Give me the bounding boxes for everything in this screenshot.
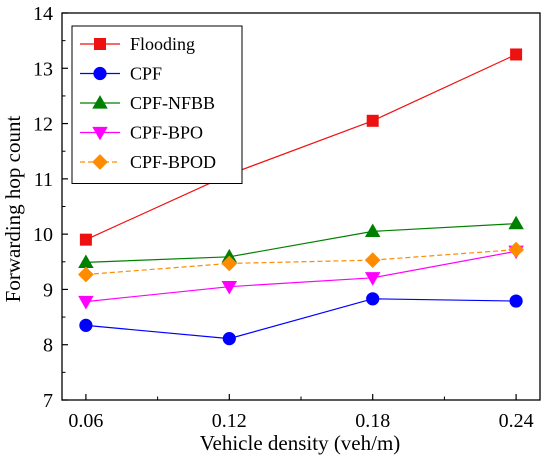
circle-marker (222, 332, 236, 346)
y-tick-label: 14 (33, 3, 53, 25)
legend-item: Flooding (80, 34, 195, 54)
square-marker (366, 114, 379, 127)
square-marker (79, 233, 92, 246)
x-tick-label: 0.12 (212, 410, 247, 432)
triangle-up-marker (78, 254, 94, 268)
triangle-down-marker (221, 281, 238, 295)
x-tick-label: 0.18 (355, 410, 390, 432)
diamond-marker (364, 252, 381, 268)
y-tick-label: 9 (43, 279, 53, 301)
triangle-down-marker (92, 126, 108, 141)
y-tick-label: 10 (33, 224, 53, 246)
x-axis-title: Vehicle density (veh/m) (200, 431, 401, 455)
circle-marker (366, 292, 380, 306)
legend-label: Flooding (130, 34, 195, 54)
square-marker (510, 48, 523, 61)
diamond-marker (508, 241, 524, 258)
series-line (85, 250, 517, 303)
square-marker (94, 38, 106, 50)
circle-marker (93, 66, 107, 81)
circle-marker (509, 294, 523, 308)
series-line (85, 298, 517, 340)
triangle-up-marker (364, 223, 381, 238)
series-cpf-nfbb (78, 215, 524, 268)
y-tick-label: 13 (33, 58, 53, 80)
y-axis-title: Forwarding hop count (1, 116, 25, 303)
series-line (85, 249, 517, 276)
legend-item: CPF-BPOD (80, 152, 216, 172)
series-line (85, 53, 517, 241)
y-tick-label: 11 (34, 169, 53, 191)
y-tick-label: 7 (43, 390, 53, 412)
y-tick-label: 8 (43, 335, 53, 357)
series-cpf-bpod (78, 241, 524, 283)
triangle-up-marker (508, 215, 524, 230)
triangle-down-marker (364, 272, 381, 286)
y-tick-label: 12 (33, 114, 53, 136)
legend-item: CPF-NFBB (80, 93, 215, 113)
legend-item: CPF-BPO (80, 123, 203, 143)
legend-label: CPF-BPOD (130, 152, 216, 172)
legend-item: CPF (80, 64, 162, 84)
legend-label: CPF-NFBB (130, 93, 215, 113)
x-tick-label: 0.24 (499, 410, 534, 432)
diamond-marker (221, 255, 238, 272)
series-line (85, 223, 517, 263)
series-cpf-bpo (78, 245, 524, 310)
legend-label: CPF (130, 64, 162, 84)
legend-label: CPF-BPO (130, 123, 203, 143)
circle-marker (79, 318, 93, 332)
diamond-marker (78, 266, 94, 283)
diamond-marker (92, 154, 108, 170)
triangle-down-marker (78, 295, 94, 310)
triangle-up-marker (92, 95, 108, 109)
x-tick-label: 0.06 (68, 410, 103, 432)
series-cpf (79, 292, 523, 346)
